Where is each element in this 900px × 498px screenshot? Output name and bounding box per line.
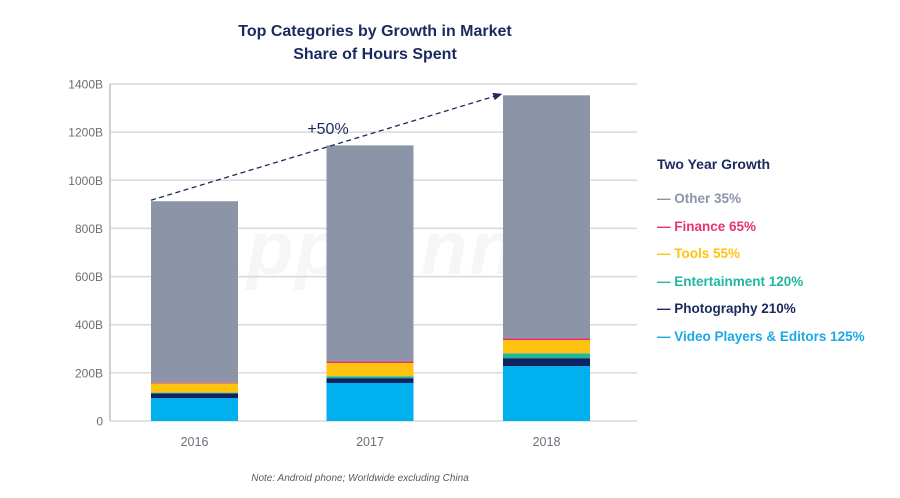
y-tick-label: 0 xyxy=(96,415,103,429)
legend-label: Entertainment 120% xyxy=(674,273,804,289)
bar-segment-entertainment-2016 xyxy=(151,392,238,394)
bar-segment-other-2018 xyxy=(503,95,590,339)
bar-segment-other-2016 xyxy=(151,201,238,383)
bar-segment-entertainment-2017 xyxy=(326,376,414,379)
legend-dash-icon: — xyxy=(657,246,675,261)
legend-label: Finance 65% xyxy=(674,218,757,234)
bar-segment-tools-2017 xyxy=(326,362,414,377)
legend-item: — Video Players & Editors 125% xyxy=(657,328,865,356)
bar-segment-photography-2018 xyxy=(503,358,590,367)
legend-label: Photography 210% xyxy=(674,301,796,316)
legend-item: — Photography 210% xyxy=(657,300,865,328)
legend-label: Video Players & Editors 125% xyxy=(674,328,865,344)
y-tick-label: 600B xyxy=(75,270,103,284)
legend-dash-icon: — xyxy=(657,191,675,206)
chart-title-line-2: Share of Hours Spent xyxy=(293,46,457,63)
x-tick-label: 2018 xyxy=(533,435,561,449)
legend-dash-icon: — xyxy=(657,328,675,344)
legend-item: — Finance 65% xyxy=(657,218,865,246)
legend: Two Year Growth — Other 35% — Finance 65%… xyxy=(657,156,865,355)
legend-title: Two Year Growth xyxy=(657,156,771,172)
chart-title: Top Categories by Growth in Market Share… xyxy=(150,20,600,66)
legend-dash-icon: — xyxy=(657,218,675,234)
chart-note: Note: Android phone; Worldwide excluding… xyxy=(251,473,469,484)
y-tick-label: 200B xyxy=(75,366,103,380)
growth-arrow xyxy=(150,92,503,201)
growth-annotation: +50% xyxy=(307,121,348,138)
bar-segment-finance-2016 xyxy=(151,382,238,384)
bar-segment-tools-2016 xyxy=(151,383,238,393)
bar-segment-entertainment-2018 xyxy=(503,353,590,359)
x-tick-label: 2016 xyxy=(181,435,209,449)
legend-item: — Other 35% xyxy=(657,190,865,218)
y-tick-label: 1000B xyxy=(68,174,103,188)
legend-label: Tools 55% xyxy=(674,246,741,261)
legend-item: — Entertainment 120% xyxy=(657,273,865,301)
chart-title-line-1: Top Categories by Growth in Market xyxy=(238,23,512,40)
bar-segment-photography-2016 xyxy=(151,393,238,399)
y-tick-label: 800B xyxy=(75,222,103,236)
bar-segment-tools-2018 xyxy=(503,340,590,354)
x-tick-label: 2017 xyxy=(356,435,384,449)
bar-segment-finance-2017 xyxy=(326,361,414,363)
legend-dash-icon: — xyxy=(657,301,675,316)
bar-segment-video-players-editors-2016 xyxy=(151,398,238,421)
y-tick-label: 1200B xyxy=(68,126,103,140)
bar-segment-other-2017 xyxy=(326,145,414,362)
legend-dash-icon: — xyxy=(657,273,675,289)
bar-segment-photography-2017 xyxy=(326,378,414,383)
y-tick-label: 1400B xyxy=(68,78,103,92)
y-tick-label: 400B xyxy=(75,318,103,332)
bar-segment-video-players-editors-2018 xyxy=(503,366,590,421)
bar-segment-finance-2018 xyxy=(503,338,590,341)
bar-segment-video-players-editors-2017 xyxy=(326,382,414,421)
legend-item: — Tools 55% xyxy=(657,245,865,273)
legend-label: Other 35% xyxy=(674,191,742,206)
